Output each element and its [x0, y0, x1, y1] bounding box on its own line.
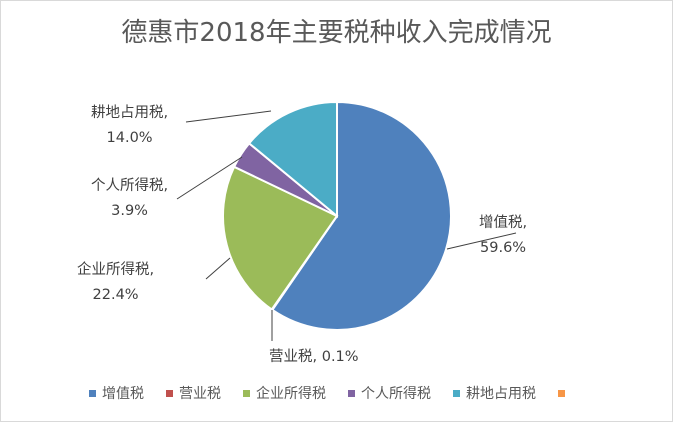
- data-label-name: 耕地占用税,: [91, 105, 169, 121]
- legend-item: 企业所得税: [243, 383, 326, 403]
- legend-item: 增值税: [89, 383, 144, 403]
- data-label-value: 14.0%: [106, 130, 153, 146]
- legend-swatch: [558, 389, 565, 397]
- legend-label: 耕地占用税: [466, 386, 536, 402]
- data-label: 个人所得税, 3.9%: [91, 174, 168, 224]
- leader-line: [205, 257, 231, 280]
- data-label-value: 3.9%: [111, 203, 148, 219]
- legend-label: 营业税: [179, 386, 221, 402]
- data-label-name: 企业所得税,: [77, 262, 155, 278]
- legend-swatch: [453, 389, 460, 397]
- legend-swatch: [243, 389, 250, 397]
- data-label-value: 22.4%: [92, 287, 139, 303]
- data-label-name: 增值税,: [479, 215, 528, 231]
- pie-slice: [270, 100, 452, 331]
- data-label: 增值税, 59.6%: [479, 211, 527, 261]
- legend-label: 企业所得税: [256, 386, 326, 402]
- legend-item: 个人所得税: [348, 383, 431, 403]
- data-label-value: 59.6%: [480, 240, 527, 256]
- data-label-name: 个人所得税,: [91, 178, 169, 194]
- legend-item: 营业税: [166, 383, 221, 403]
- data-label: 企业所得税, 22.4%: [77, 258, 154, 308]
- leader-line: [446, 232, 517, 250]
- legend-label: 个人所得税: [361, 386, 431, 402]
- data-label: 营业税, 0.1%: [269, 345, 359, 370]
- chart-legend: 增值税 营业税 企业所得税 个人所得税 耕地占用税: [89, 382, 593, 404]
- leader-line: [185, 110, 272, 123]
- leader-line: [176, 156, 243, 200]
- pie-slice: [247, 100, 338, 219]
- legend-item: [558, 389, 571, 397]
- data-label: 耕地占用税, 14.0%: [91, 101, 168, 151]
- legend-label: 增值税: [102, 386, 144, 402]
- legend-item: 耕地占用税: [453, 383, 536, 403]
- legend-swatch: [166, 389, 173, 397]
- data-label-text: 营业税, 0.1%: [269, 349, 359, 365]
- legend-swatch: [348, 389, 355, 397]
- chart-title: 德惠市2018年主要税种收入完成情况: [121, 18, 552, 48]
- legend-swatch: [89, 389, 96, 397]
